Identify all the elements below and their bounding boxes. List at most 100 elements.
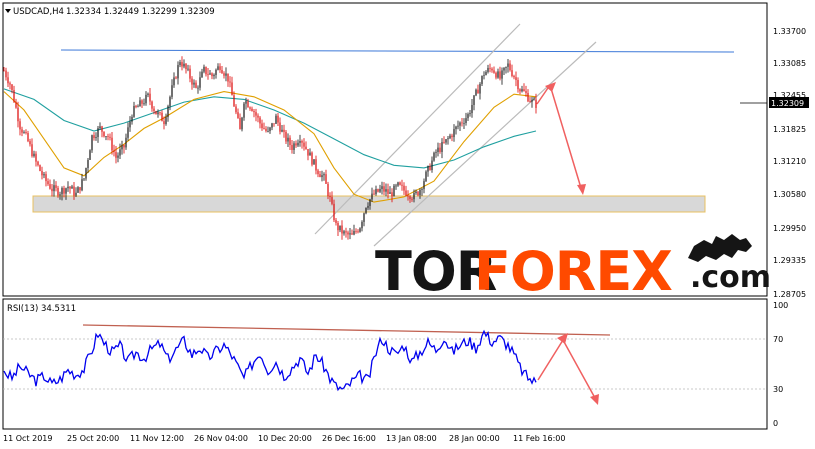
candle-body	[413, 193, 415, 200]
candle-body	[261, 123, 263, 129]
candle-body	[249, 107, 251, 109]
candle-body	[423, 181, 425, 190]
price-tick-label: 1.29950	[773, 224, 806, 233]
triangle-down-icon	[5, 9, 11, 13]
candle-body	[487, 67, 489, 72]
candle-body	[365, 207, 367, 214]
candle-body	[65, 188, 67, 194]
time-tick-label: 25 Oct 20:00	[67, 434, 119, 443]
candle-body	[143, 103, 145, 105]
candle-body	[427, 166, 429, 172]
candle-body	[221, 69, 223, 74]
candle-body	[115, 152, 117, 158]
support-zone	[32, 195, 706, 213]
candle-body	[75, 192, 77, 196]
candle-body	[133, 105, 135, 117]
candle-body	[11, 84, 13, 91]
candle-body	[335, 220, 337, 223]
candle-body	[99, 126, 101, 129]
price-tick-label: 1.32455	[773, 91, 806, 100]
candle-body	[441, 142, 443, 152]
symbol-label: USDCAD,H4	[13, 7, 64, 17]
candle-body	[305, 146, 307, 150]
candle-body	[309, 152, 311, 156]
candle-body	[229, 81, 231, 83]
candle-body	[189, 68, 191, 79]
candle-body	[405, 190, 407, 196]
candle-body	[271, 123, 273, 128]
candle-body	[55, 185, 57, 188]
candle-body	[15, 101, 17, 108]
candle-body	[25, 132, 27, 134]
candle-body	[263, 128, 265, 129]
candle-body	[403, 185, 405, 191]
candle-body	[533, 99, 535, 101]
candle-body	[397, 182, 399, 186]
candle-body	[255, 112, 257, 116]
candle-body	[293, 143, 295, 150]
price-tick-label: 1.33085	[773, 59, 806, 68]
candle-body	[333, 203, 335, 221]
candle-body	[451, 135, 453, 138]
candle-body	[125, 137, 127, 148]
candle-body	[469, 113, 471, 115]
candle-body	[463, 122, 465, 124]
candle-body	[77, 187, 79, 193]
rsi-tick-label: 100	[773, 301, 788, 310]
candle-body	[401, 184, 403, 186]
time-tick-label: 28 Jan 00:00	[449, 434, 500, 443]
candle-body	[345, 231, 347, 233]
candle-body	[439, 147, 441, 152]
candle-body	[9, 83, 11, 85]
candle-body	[13, 90, 15, 102]
candle-body	[297, 142, 299, 146]
candle-body	[433, 152, 435, 161]
candle-body	[417, 191, 419, 196]
candle-body	[199, 77, 201, 88]
price-tick-label: 1.33700	[773, 27, 806, 36]
rsi-indicator: RSI(13) 34.5311 100 70 30 0	[3, 301, 788, 428]
logo-text-tor: TOR	[375, 240, 497, 303]
current-price-label: 1.32309	[771, 99, 804, 108]
candle-body	[89, 150, 91, 160]
candle-body	[83, 178, 85, 180]
candle-body	[351, 233, 353, 235]
candle-body	[507, 63, 509, 67]
current-price-marker: 1.32309	[740, 97, 809, 108]
candle-body	[219, 66, 221, 70]
candle-body	[391, 192, 393, 197]
candle-body	[41, 170, 43, 176]
candle-body	[187, 68, 189, 70]
candle-body	[529, 101, 531, 103]
candle-body	[71, 186, 73, 189]
candle-body	[137, 106, 139, 108]
rsi-arrowhead-up	[557, 333, 568, 344]
candle-body	[59, 194, 61, 196]
candle-body	[431, 160, 433, 171]
price-tick-label: 1.31210	[773, 157, 806, 166]
bull-icon	[688, 234, 752, 262]
candle-body	[337, 222, 339, 231]
price-tick-label: 1.29335	[773, 256, 806, 265]
moving-average-fast	[3, 91, 537, 203]
rsi-arrow-down	[562, 339, 596, 399]
price-tick-label: 1.30580	[773, 190, 806, 199]
candle-body	[505, 66, 507, 68]
candle-body	[497, 71, 499, 78]
candle-body	[291, 145, 293, 150]
candle-body	[175, 77, 177, 79]
candle-body	[257, 115, 259, 118]
price-tick-label: 1.28705	[773, 290, 806, 299]
candle-body	[105, 136, 107, 137]
candle-body	[325, 174, 327, 184]
candle-body	[353, 230, 355, 235]
candle-body	[103, 131, 105, 137]
candle-body	[461, 122, 463, 124]
candle-body	[53, 185, 55, 192]
candle-body	[43, 174, 45, 176]
candle-body	[197, 87, 199, 89]
candle-body	[251, 108, 253, 112]
candle-body	[379, 188, 381, 192]
candle-body	[141, 100, 143, 104]
candle-body	[23, 132, 25, 133]
